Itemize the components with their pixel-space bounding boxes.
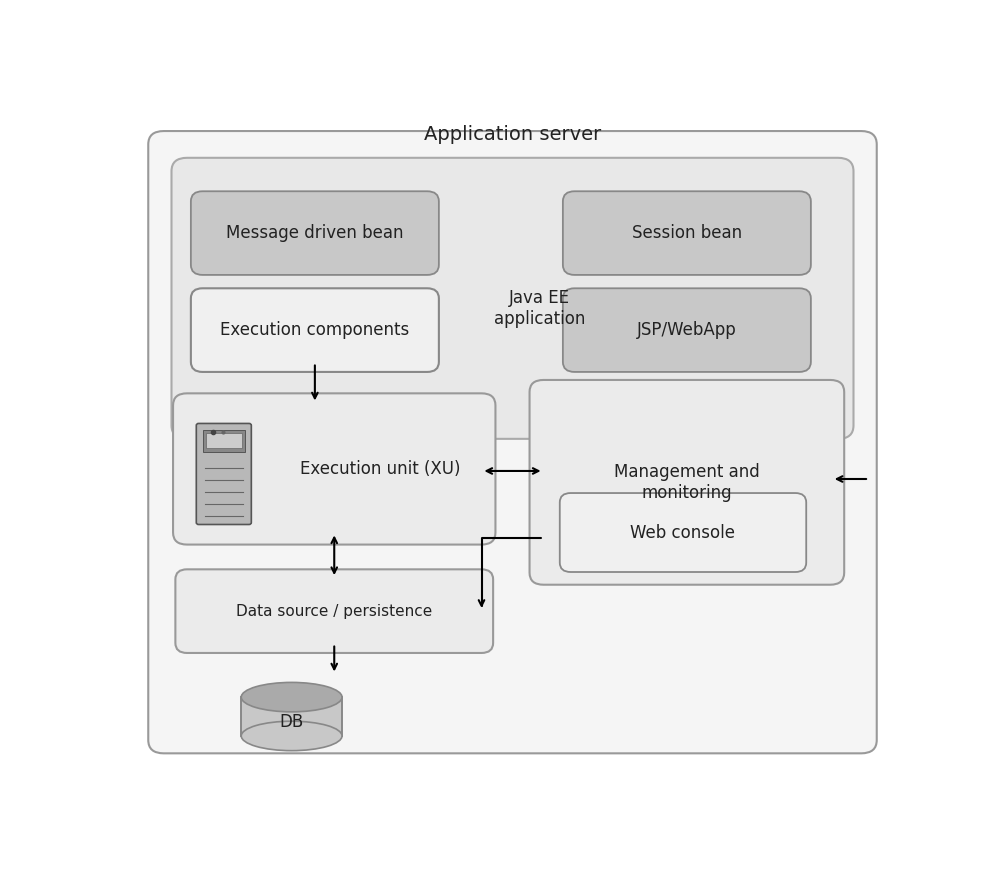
Text: Java EE
application: Java EE application [494,289,585,328]
FancyBboxPatch shape [560,493,806,572]
FancyBboxPatch shape [148,131,877,753]
Text: Execution components: Execution components [220,322,410,339]
Ellipse shape [241,721,342,751]
Text: Session bean: Session bean [632,224,742,242]
Text: Data source / persistence: Data source / persistence [236,604,432,619]
Text: Management and
monitoring: Management and monitoring [614,463,760,501]
Text: JSP/WebApp: JSP/WebApp [637,322,737,339]
FancyBboxPatch shape [563,289,811,372]
Text: Message driven bean: Message driven bean [226,224,404,242]
FancyBboxPatch shape [175,569,493,653]
FancyBboxPatch shape [530,380,844,585]
FancyBboxPatch shape [563,191,811,275]
Text: Application server: Application server [424,125,601,144]
FancyBboxPatch shape [191,289,439,372]
FancyBboxPatch shape [172,158,854,439]
FancyBboxPatch shape [191,191,439,275]
FancyBboxPatch shape [206,433,242,448]
FancyBboxPatch shape [196,423,251,525]
FancyBboxPatch shape [202,430,245,452]
Text: DB: DB [280,713,304,731]
Polygon shape [241,697,342,736]
FancyBboxPatch shape [173,394,495,545]
Ellipse shape [241,682,342,712]
Text: Web console: Web console [631,523,736,541]
Text: Execution unit (XU): Execution unit (XU) [300,460,461,478]
